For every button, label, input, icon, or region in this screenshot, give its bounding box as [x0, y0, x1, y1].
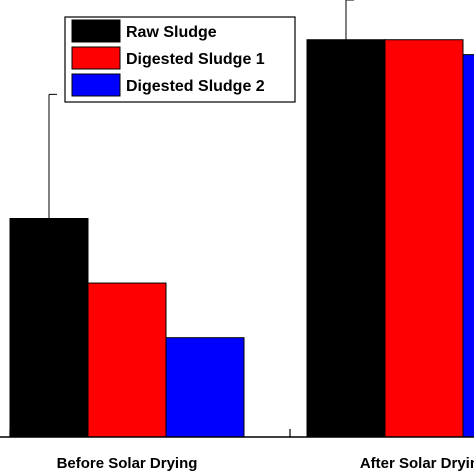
bar-raw-sludge-before-solar-drying — [9, 218, 89, 438]
bar-digested-sludge-2-after-solar-drying — [462, 54, 474, 438]
legend-swatch-digested-sludge-1 — [71, 46, 121, 70]
error-bars-layer — [48, 0, 354, 219]
legend-label-raw-sludge: Raw Sludge — [126, 24, 217, 41]
x-tick-label-before-solar-drying: Before Solar Drying — [57, 455, 198, 472]
bar-digested-sludge-2-before-solar-drying — [165, 337, 245, 438]
legend-label-digested-sludge-1: Digested Sludge 1 — [126, 51, 265, 68]
legend-swatch-digested-sludge-2 — [71, 73, 121, 97]
legend: Raw Sludge Digested Sludge 1 Digested Sl… — [64, 16, 296, 103]
bar-digested-sludge-1-before-solar-drying — [87, 282, 167, 438]
x-tick-label-after-solar-drying: After Solar Drying — [360, 455, 474, 472]
bar-raw-sludge-after-solar-drying — [306, 39, 386, 438]
legend-label-digested-sludge-2: Digested Sludge 2 — [126, 78, 265, 95]
bars-layer — [9, 39, 474, 438]
x-tick-labels: Before Solar Drying After Solar Drying — [57, 455, 474, 472]
bar-digested-sludge-1-after-solar-drying — [384, 39, 464, 438]
legend-swatch-raw-sludge — [71, 19, 121, 43]
x-axis-ticks — [9, 429, 291, 437]
